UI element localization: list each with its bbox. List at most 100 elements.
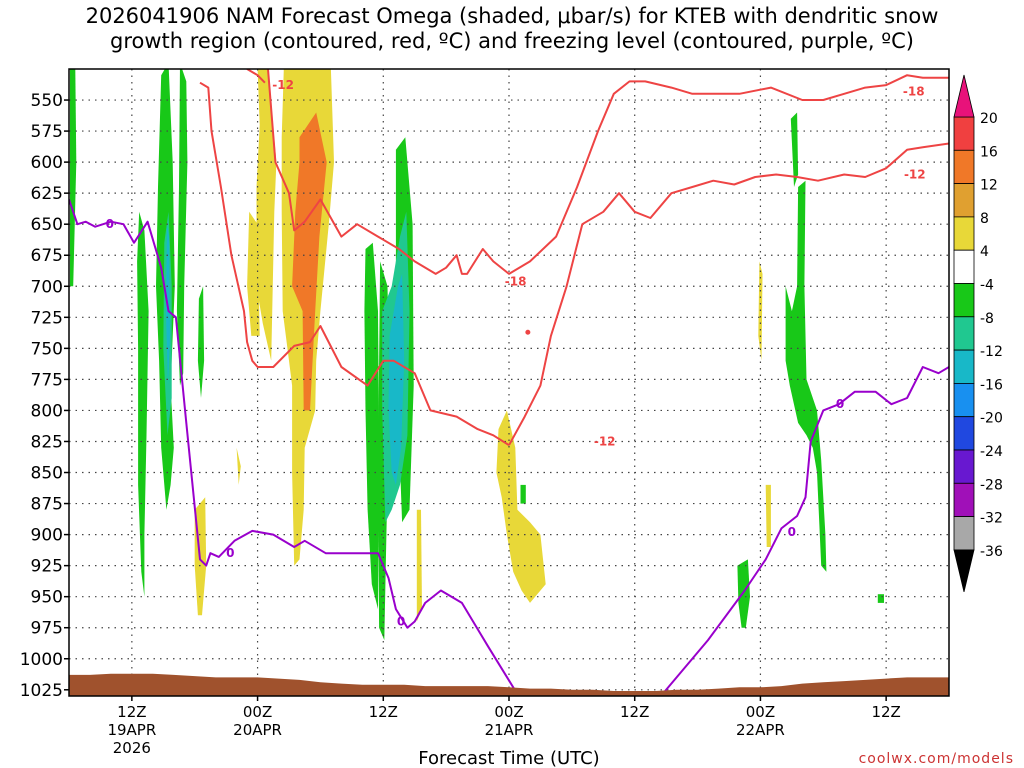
x-tick-label-0: 12Z xyxy=(117,703,146,721)
terrain-layer xyxy=(69,673,949,696)
colorbar-label-4: 4 xyxy=(980,244,989,260)
colorbar-band-3 xyxy=(953,216,975,251)
colorbar-label-0: 20 xyxy=(980,111,998,127)
contour-label-1: -18 xyxy=(903,84,925,98)
colorbar-label-2: 12 xyxy=(980,178,998,194)
colorbar-label-12: -32 xyxy=(980,511,1003,527)
contour-label-4: -12 xyxy=(594,434,616,448)
contour-label-7: 0 xyxy=(397,615,405,629)
omega-region-22 xyxy=(416,509,422,622)
y-tick-label-6: 700 xyxy=(31,277,63,297)
omega-region-0 xyxy=(70,69,77,287)
y-tick-label-13: 875 xyxy=(31,495,63,515)
x-tick-date-1: 20APR xyxy=(233,721,282,739)
contour-label-3: -18 xyxy=(505,274,527,288)
omega-region-14 xyxy=(790,112,799,187)
omega-region-26 xyxy=(292,112,327,411)
colorbar-band-0 xyxy=(953,116,975,151)
contour-line-1 xyxy=(508,142,949,446)
colorbar-label-7: -12 xyxy=(980,344,1003,360)
title-line-1: 2026041906 NAM Forecast Omega (shaded, μ… xyxy=(85,4,939,28)
y-tick-label-10: 800 xyxy=(31,401,63,421)
omega-region-23 xyxy=(496,410,546,603)
colorbar: 20 16 12 8 4 -4 -8 -12 -16 -20 -24 -28 -32 -36 xyxy=(953,74,1003,592)
y-tick-label-11: 825 xyxy=(31,432,63,452)
credit-text: coolwx.com/models xyxy=(859,751,1014,767)
x-tick-label-3: 00Z xyxy=(494,703,523,721)
colorbar-label-8: -16 xyxy=(980,377,1003,393)
x-tick-label-1: 00Z xyxy=(243,703,272,721)
y-tick-label-2: 600 xyxy=(31,153,63,173)
colorbar-label-6: -8 xyxy=(980,311,994,327)
x-tick-date-0: 19APR xyxy=(107,721,156,739)
y-tick-label-16: 950 xyxy=(31,588,63,608)
omega-region-13 xyxy=(737,559,750,628)
y-axis: 550 575 600 625 650 675 700 725 750 775 800 825 850 8… xyxy=(20,91,69,701)
colorbar-band-5 xyxy=(953,283,975,318)
omega-region-25 xyxy=(765,484,771,547)
omega-region-3 xyxy=(176,69,188,386)
contour-label-2: -12 xyxy=(904,168,926,182)
y-tick-label-15: 925 xyxy=(31,557,63,577)
title-line-2: growth region (contoured, red, ºC) and f… xyxy=(110,29,914,53)
x-tick-date-3: 21APR xyxy=(485,721,534,739)
colorbar-label-10: -24 xyxy=(980,444,1003,460)
y-tick-label-3: 625 xyxy=(31,184,63,204)
contour-label-9: 0 xyxy=(788,525,796,539)
contour-label-0: -12 xyxy=(272,78,294,92)
x-tick-label-6: 12Z xyxy=(871,703,900,721)
contour-dot xyxy=(525,329,531,335)
y-tick-label-17: 975 xyxy=(31,619,63,639)
colorbar-label-3: 8 xyxy=(980,211,989,227)
colorbar-label-9: -20 xyxy=(980,411,1003,427)
colorbar-label-5: -4 xyxy=(980,278,994,294)
y-tick-label-9: 775 xyxy=(31,370,63,390)
omega-region-4 xyxy=(197,286,205,398)
contour-label-8: 0 xyxy=(836,397,844,411)
omega-region-21 xyxy=(236,447,241,485)
y-tick-label-7: 725 xyxy=(31,308,63,328)
contour-layer xyxy=(69,69,949,696)
contour-label-6: 0 xyxy=(226,546,234,560)
colorbar-band-8 xyxy=(953,382,975,418)
omega-region-15 xyxy=(785,180,827,572)
y-tick-label-18: 1000 xyxy=(20,650,63,670)
colorbar-band-11 xyxy=(953,482,975,517)
colorbar-band-1 xyxy=(953,149,975,185)
colorbar-label-13: -36 xyxy=(980,544,1003,560)
dotted-grid xyxy=(69,69,949,696)
colorbar-label-1: 16 xyxy=(980,144,998,160)
omega-region-12 xyxy=(520,484,526,504)
contour-line-4 xyxy=(69,199,949,696)
omega-region-17 xyxy=(256,69,277,361)
omega-region-11 xyxy=(388,273,405,485)
y-tick-label-4: 650 xyxy=(31,215,63,235)
x-tick-date-5: 22APR xyxy=(736,721,785,739)
y-tick-label-5: 675 xyxy=(31,246,63,266)
x-tick-label-5: 00Z xyxy=(746,703,775,721)
colorbar-band-7 xyxy=(953,349,975,384)
y-tick-label-8: 750 xyxy=(31,339,63,359)
y-tick-label-0: 550 xyxy=(31,91,63,111)
contour-line-3 xyxy=(267,69,949,275)
omega-region-1 xyxy=(137,211,149,597)
colorbar-band-4 xyxy=(953,249,975,284)
terrain-fill xyxy=(69,673,949,696)
colorbar-top-arrow xyxy=(953,74,975,118)
x-tick-year-0: 2026 xyxy=(113,739,151,757)
colorbar-band-2 xyxy=(953,183,975,218)
contour-line-0 xyxy=(199,81,510,447)
x-tick-label-4: 12Z xyxy=(620,703,649,721)
omega-region-16 xyxy=(877,594,884,603)
y-tick-label-1: 575 xyxy=(31,122,63,142)
colorbar-label-11: -28 xyxy=(980,477,1003,493)
y-tick-label-12: 850 xyxy=(31,464,63,484)
omega-region-7 xyxy=(364,242,380,610)
contour-label-5: 0 xyxy=(106,217,114,231)
chart-title: 2026041906 NAM Forecast Omega (shaded, μ… xyxy=(0,4,1024,54)
x-tick-label-2: 12Z xyxy=(369,703,398,721)
omega-region-18 xyxy=(247,211,260,336)
colorbar-band-12 xyxy=(953,516,975,551)
x-axis-title: Forecast Time (UTC) xyxy=(418,748,599,768)
y-tick-label-19: 1025 xyxy=(20,681,63,701)
